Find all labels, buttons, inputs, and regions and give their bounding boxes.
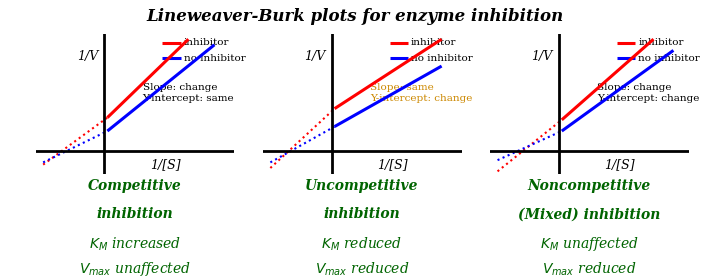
Text: 1/[S]: 1/[S] [378,158,408,171]
Text: inhibition: inhibition [97,207,173,221]
Text: Slope: same
Y-intercept: change: Slope: same Y-intercept: change [370,83,472,103]
Text: Competitive: Competitive [88,179,182,193]
Text: inhibitor: inhibitor [411,38,457,47]
Text: Slope: change
Y-intercept: same: Slope: change Y-intercept: same [143,83,234,103]
Text: Uncompetitive: Uncompetitive [305,179,419,193]
Text: inhibition: inhibition [324,207,400,221]
Text: $K_M$ increased: $K_M$ increased [89,235,181,253]
Text: no inhibitor: no inhibitor [184,54,246,63]
Text: $K_M$ unaffected: $K_M$ unaffected [540,235,639,253]
Text: Lineweaver-Burk plots for enzyme inhibition: Lineweaver-Burk plots for enzyme inhibit… [146,8,564,25]
Text: inhibitor: inhibitor [184,38,229,47]
Text: Slope: change
Y-intercept: change: Slope: change Y-intercept: change [597,83,699,103]
Text: $K_M$ reduced: $K_M$ reduced [322,235,403,253]
Text: $V_{max}$ unaffected: $V_{max}$ unaffected [79,260,191,278]
Text: $V_{max}$ reduced: $V_{max}$ reduced [542,260,637,278]
Text: Noncompetitive: Noncompetitive [528,179,651,193]
Text: 1/[S]: 1/[S] [605,158,635,171]
Text: no inhibitor: no inhibitor [411,54,473,63]
Text: 1/V: 1/V [304,50,325,63]
Text: 1/V: 1/V [531,50,552,63]
Text: 1/[S]: 1/[S] [151,158,181,171]
Text: no inhibitor: no inhibitor [638,54,700,63]
Text: (Mixed) inhibition: (Mixed) inhibition [518,207,660,221]
Text: $V_{max}$ reduced: $V_{max}$ reduced [315,260,410,278]
Text: 1/V: 1/V [77,50,98,63]
Text: inhibitor: inhibitor [638,38,684,47]
